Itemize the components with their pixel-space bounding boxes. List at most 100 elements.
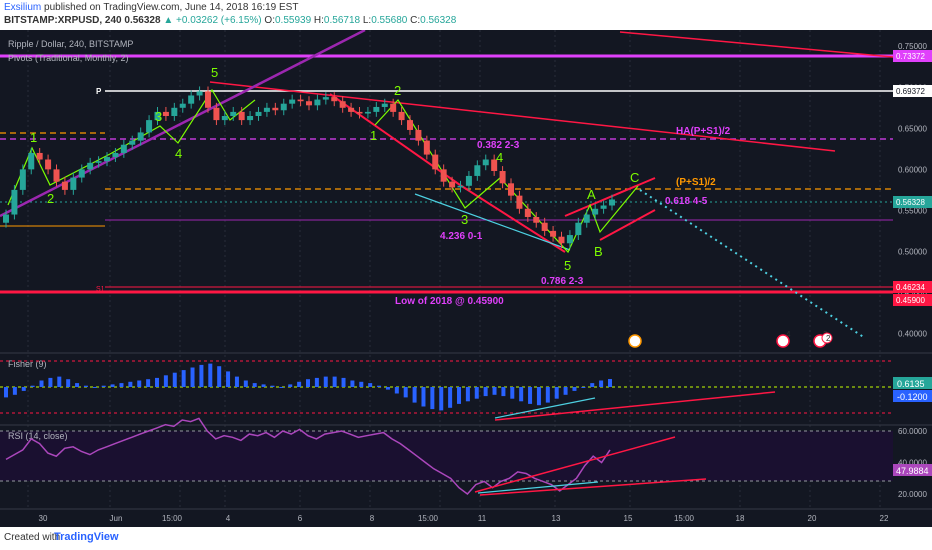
channel-lower — [599, 209, 656, 241]
annotations: HA(P+S1)/2 (P+S1)/2 0.382 2-3 0.618 4-5 … — [96, 87, 731, 307]
price-tick: 0.65000 — [898, 124, 927, 133]
fisher-bar — [430, 387, 435, 410]
fisher-bar — [48, 377, 53, 387]
fisher-bar — [581, 387, 586, 388]
candle-body — [230, 111, 237, 116]
rsi-divergence-red — [474, 436, 676, 493]
fisher-bar — [39, 380, 44, 387]
wedge-line-b — [459, 184, 566, 253]
author-link[interactable]: Exsilium — [4, 2, 42, 13]
price-label-badge — [893, 50, 932, 62]
fisher-bar — [101, 385, 106, 387]
candle-body — [499, 171, 506, 184]
fisher-bar — [519, 387, 524, 402]
rsi-line — [5, 417, 611, 496]
rsi-tick: 20.0000 — [898, 490, 927, 499]
candle-body — [87, 162, 94, 170]
fisher-bar — [385, 387, 390, 390]
candle-body — [457, 185, 464, 188]
fisher-bar — [208, 363, 213, 387]
fisher-bar — [12, 387, 17, 395]
candle-body — [263, 107, 270, 112]
time-tick: 6 — [298, 514, 303, 523]
candle-body — [289, 99, 296, 104]
price-label-badge — [893, 85, 932, 97]
fisher-bar — [377, 385, 382, 387]
event-markers[interactable]: 4 2 2 — [628, 330, 833, 348]
event-flag-icon[interactable] — [821, 332, 833, 344]
fisher-bar — [66, 379, 71, 387]
candle-body — [566, 235, 573, 244]
fisher-bar — [465, 387, 470, 402]
candle-body — [339, 101, 346, 108]
fisher-bar — [172, 372, 177, 387]
elliott-wave-1 — [7, 88, 256, 206]
fisher-divergence-red — [494, 391, 776, 421]
symbol-info: BITSTAMP:XRPUSD, 240 0.56328 ▲ +0.03262 … — [4, 15, 456, 26]
fisher-bar — [448, 387, 453, 408]
cyan-support — [414, 193, 571, 251]
fisher-bar — [439, 387, 444, 411]
fisher-histogram — [4, 363, 612, 411]
fisher-bar — [359, 381, 364, 387]
fisher-bar — [181, 370, 186, 387]
created-with-text: Created with — [4, 532, 61, 543]
fisher-bar — [350, 380, 355, 387]
high-label: H: — [313, 15, 324, 26]
fisher-bar — [314, 377, 319, 387]
channel-upper — [564, 177, 656, 217]
fisher-bar — [457, 387, 461, 404]
wave-label: 4 — [496, 150, 503, 165]
fisher-bar — [270, 385, 275, 387]
fisher-bar — [92, 387, 97, 388]
time-tick: 15:00 — [674, 514, 695, 523]
fisher-bar — [137, 380, 142, 387]
trendline-upper — [209, 81, 836, 152]
candle-body — [482, 159, 489, 166]
annotation-fib-618: 0.618 4-5 — [665, 196, 708, 207]
chart-canvas[interactable]: 1 2 3 4 5 1 2 3 4 5 A B C HA(P+S1)/2 (P+… — [0, 30, 932, 527]
fisher-bar — [234, 376, 239, 387]
price-label: 0.56328 — [896, 198, 925, 207]
rsi-last-label: 47.9884 — [896, 466, 929, 476]
close-label: C: — [410, 15, 421, 26]
wave-labels: 1 2 3 4 5 1 2 3 4 5 A B C — [30, 65, 639, 273]
fisher-value-label: 0.6135 — [897, 379, 925, 389]
fisher-bar — [243, 380, 248, 387]
price-tick: 0.40000 — [898, 330, 927, 339]
fisher-bar — [492, 387, 497, 395]
fisher-bar — [4, 387, 8, 398]
time-tick: 8 — [370, 514, 375, 523]
candle-body — [146, 120, 153, 133]
candle-body — [398, 111, 405, 121]
candle-body — [61, 181, 68, 190]
candle-body — [592, 208, 599, 215]
fisher-price-labels: 0.6135 -0.1200 — [893, 377, 932, 402]
candle-body — [491, 159, 498, 172]
event-flag-icon[interactable] — [776, 334, 790, 348]
fisher-bar — [510, 387, 515, 399]
chart-header: Exsilium published on TradingView.com, J… — [0, 0, 932, 30]
event-flag-icon[interactable] — [628, 334, 642, 348]
close-value: 0.56328 — [420, 15, 457, 26]
fisher-bar — [323, 376, 328, 387]
fisher-bar — [368, 383, 373, 387]
time-tick: 20 — [808, 514, 817, 523]
fisher-bar — [563, 387, 568, 395]
rsi-tick: 60.0000 — [898, 427, 927, 436]
candle-body — [415, 129, 422, 141]
candle-body — [440, 169, 447, 182]
candle-body — [78, 169, 85, 178]
chart-legend: Ripple / Dollar, 240, BITSTAMP Pivots (T… — [8, 39, 133, 63]
annotation-fib-382: 0.382 2-3 — [477, 140, 520, 151]
candle-body — [11, 189, 18, 215]
candle-body — [550, 230, 557, 237]
candle-body — [465, 175, 472, 186]
price-label: 0.46234 — [896, 283, 925, 292]
tradingview-logo[interactable]: TradingView — [54, 531, 119, 543]
fisher-bar — [57, 376, 62, 387]
time-axis[interactable]: 30 Jun 15:00 4 6 8 15:00 11 13 15 15:00 18 20 22 — [39, 514, 889, 523]
published-text: published on TradingView.com, June 14, 2… — [44, 2, 299, 13]
candle-body — [104, 157, 110, 162]
fisher-bar — [226, 371, 231, 387]
